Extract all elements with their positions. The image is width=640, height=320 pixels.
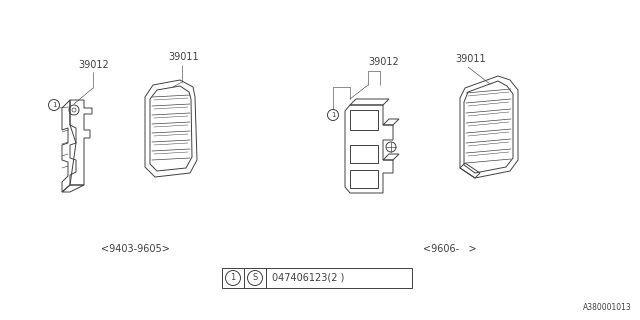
- Bar: [350, 110, 378, 130]
- Text: 39012: 39012: [368, 57, 399, 67]
- Text: 39012: 39012: [78, 60, 109, 70]
- Text: A380001013: A380001013: [583, 303, 632, 312]
- Text: 39011: 39011: [455, 54, 486, 64]
- Text: 1: 1: [52, 102, 56, 108]
- Text: 39011: 39011: [168, 52, 198, 62]
- Text: 1: 1: [230, 274, 236, 283]
- Text: <9606-   >: <9606- >: [423, 244, 477, 254]
- Text: <9403-9605>: <9403-9605>: [100, 244, 170, 254]
- Bar: [350, 170, 378, 188]
- Bar: [222, 268, 412, 288]
- Bar: [350, 145, 378, 163]
- Text: 047406123(2 ): 047406123(2 ): [272, 273, 344, 283]
- Text: 1: 1: [331, 112, 335, 118]
- Text: S: S: [252, 274, 258, 283]
